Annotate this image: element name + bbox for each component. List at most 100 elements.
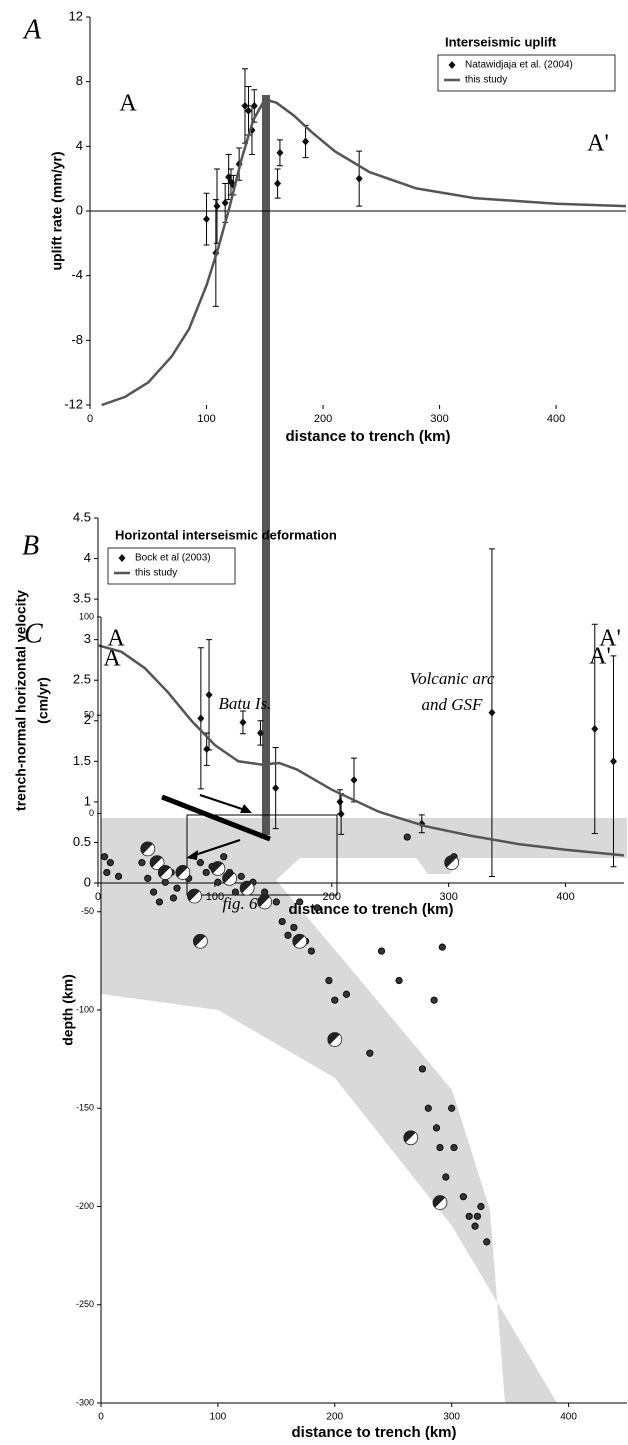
- earthquake: [278, 917, 286, 926]
- panel-letter: A: [22, 14, 42, 45]
- earthquake: [395, 976, 403, 985]
- profile-start: A: [103, 646, 121, 672]
- earthquake: [237, 872, 245, 880]
- y-axis-label: trench-normal horizontal velocity: [13, 590, 29, 811]
- earthquake: [106, 859, 114, 867]
- data-point: [355, 174, 363, 183]
- earthquake: [473, 1212, 481, 1220]
- y-tick-label: 3.5: [73, 591, 91, 606]
- chart-title: Horizontal interseismic deformation: [115, 527, 337, 542]
- x-axis-label: distance to trench (km): [285, 428, 450, 445]
- x-tick-label: 300: [430, 413, 448, 425]
- y-tick-label: -8: [71, 332, 83, 347]
- data-point: [239, 718, 247, 727]
- data-point: [221, 198, 229, 207]
- legend-label: this study: [135, 568, 177, 579]
- data-point: [274, 179, 282, 188]
- annotation: fig. 6: [223, 894, 258, 913]
- arrow: [191, 839, 241, 857]
- earthquake: [296, 898, 304, 906]
- fig6-box: [186, 814, 338, 896]
- panel-letter: C: [24, 618, 43, 649]
- focal-mechanism: [140, 841, 156, 857]
- earthquake: [331, 996, 339, 1004]
- earthquake: [477, 1202, 485, 1211]
- earthquake: [196, 859, 204, 867]
- y-tick-label: 3: [84, 631, 91, 646]
- earthquake: [471, 1222, 479, 1230]
- earthquake: [377, 947, 386, 955]
- x-tick-label: 200: [323, 891, 341, 903]
- chart-title: Interseismic uplift: [445, 34, 557, 49]
- data-point: [241, 101, 249, 110]
- data-point: [350, 775, 358, 784]
- earthquake: [325, 976, 333, 985]
- x-tick-label: 100: [210, 1412, 227, 1423]
- y-tick-label: 2: [84, 712, 91, 727]
- arrow-head: [240, 804, 252, 813]
- y-tick-label: 1: [84, 793, 91, 808]
- y-tick-label: -250: [76, 1299, 94, 1309]
- x-tick-label: 100: [206, 891, 224, 903]
- earthquake: [307, 947, 315, 955]
- annotation: Batu Is.: [219, 694, 272, 713]
- y-tick-label: -150: [76, 1103, 94, 1113]
- y-tick-label: -4: [71, 267, 83, 282]
- y-tick-label: -200: [76, 1201, 94, 1211]
- x-tick-label: 200: [314, 413, 332, 425]
- earthquake: [202, 868, 210, 877]
- y-tick-label: -50: [81, 906, 94, 916]
- y-tick-label: 0: [76, 202, 83, 217]
- data-point: [609, 757, 617, 766]
- profile-end: A': [599, 626, 621, 652]
- model-curve: [97, 644, 625, 857]
- data-point: [488, 708, 496, 717]
- earthquake: [231, 888, 240, 896]
- focal-mechanism: [403, 1130, 419, 1146]
- legend-label: Bock et al (2003): [135, 553, 211, 564]
- data-point: [203, 215, 211, 224]
- focal-mechanism: [187, 888, 202, 904]
- data-point: [276, 148, 284, 157]
- y-tick-label: 50: [84, 710, 94, 720]
- y-tick-label: 2.5: [73, 672, 91, 687]
- data-point: [250, 101, 258, 110]
- x-tick-label: 300: [443, 1412, 460, 1423]
- earthquake: [161, 878, 169, 886]
- focal-mechanism: [222, 870, 237, 886]
- legend: [107, 547, 236, 585]
- earthquake: [465, 1212, 473, 1220]
- earthquake: [103, 868, 111, 877]
- earthquake: [430, 996, 438, 1004]
- x-axis-label: distance to trench (km): [288, 901, 453, 918]
- data-point: [272, 784, 280, 793]
- focal-mechanism: [257, 894, 273, 910]
- focal-mechanism: [210, 861, 226, 876]
- earthquake: [438, 943, 446, 951]
- earthquake: [450, 1143, 458, 1152]
- x-tick-label: 400: [560, 1412, 577, 1423]
- y-axis-label: depth (km): [60, 974, 76, 1046]
- x-tick-label: 0: [87, 413, 93, 425]
- y-tick-label: 0: [84, 874, 91, 889]
- x-tick-label: 0: [98, 1412, 104, 1423]
- panel-letter: B: [22, 530, 39, 561]
- earthquake: [150, 888, 158, 896]
- arrow: [199, 794, 249, 812]
- earthquake: [403, 833, 411, 841]
- earthquake: [100, 853, 109, 861]
- y-tick-label: 12: [69, 8, 83, 23]
- focal-mechanism: [444, 855, 460, 871]
- data-point: [256, 728, 264, 737]
- focal-mechanism: [149, 855, 165, 871]
- focal-mechanism: [157, 865, 173, 880]
- data-point: [213, 202, 221, 211]
- focal-mechanism: [327, 1032, 343, 1047]
- y-tick-label: 4: [84, 550, 91, 565]
- legend-label: Natawidjaja et al. (2004): [465, 60, 573, 71]
- focal-mechanism: [192, 933, 208, 949]
- profile-start: A: [107, 626, 125, 652]
- annotation: and GSF: [422, 695, 484, 714]
- earthquake: [138, 859, 146, 867]
